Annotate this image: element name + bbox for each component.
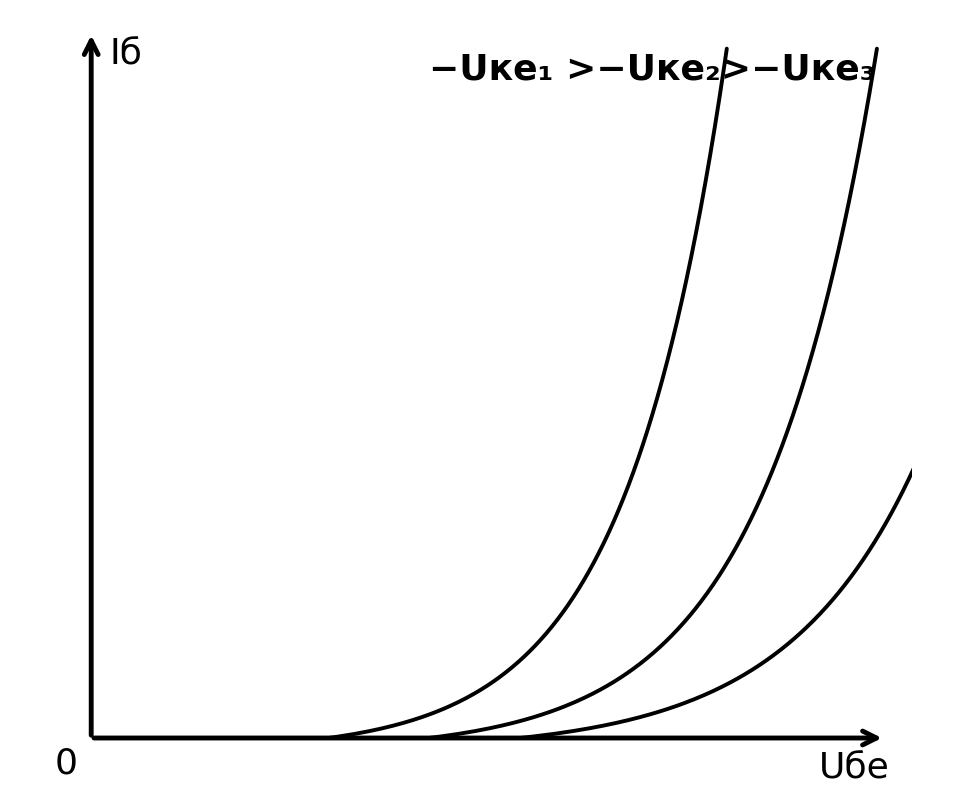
Text: 0: 0	[55, 746, 78, 780]
Text: Uбе: Uбе	[819, 750, 889, 784]
Text: −Uке₁ >−Uке₂>−Uке₃: −Uке₁ >−Uке₂>−Uке₃	[429, 53, 875, 87]
Text: Iб: Iб	[110, 36, 143, 71]
